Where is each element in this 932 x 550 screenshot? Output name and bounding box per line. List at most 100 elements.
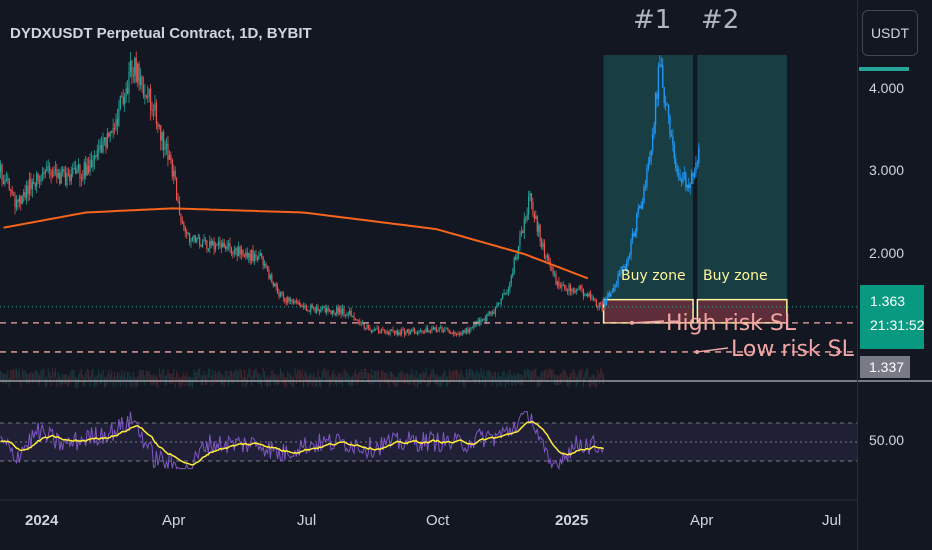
volume-bar xyxy=(131,377,133,388)
volume-bar xyxy=(109,374,111,385)
candle-body xyxy=(248,253,250,258)
candle-body xyxy=(587,293,589,297)
volume-bar xyxy=(232,373,234,384)
volume-bar xyxy=(7,369,9,380)
volume-bar xyxy=(116,371,118,382)
candle-body xyxy=(364,327,367,329)
volume-bar xyxy=(405,373,407,384)
volume-bar xyxy=(464,377,466,388)
candle-body xyxy=(139,76,142,85)
volume-bar xyxy=(554,374,556,385)
volume-bar xyxy=(526,368,528,379)
volume-bar xyxy=(27,373,29,384)
volume-bar xyxy=(486,371,488,382)
volume-bar xyxy=(111,370,113,381)
candle-body xyxy=(38,180,41,182)
candle-body xyxy=(99,145,101,149)
volume-bar xyxy=(591,374,593,385)
volume-bar xyxy=(399,372,401,383)
volume-bar xyxy=(370,369,372,380)
candle-body xyxy=(148,88,150,97)
candle-body xyxy=(129,60,132,72)
chart-title: DYDXUSDT Perpetual Contract, 1D, BYBIT xyxy=(10,25,312,42)
candle-body xyxy=(240,249,243,255)
candle-body xyxy=(118,108,120,126)
volume-bar xyxy=(85,372,87,383)
candle-body xyxy=(137,63,139,82)
candle-body xyxy=(73,168,75,170)
projection-body xyxy=(698,147,700,164)
candle-body xyxy=(187,232,189,234)
candle-body xyxy=(174,170,176,179)
volume-bar xyxy=(417,377,419,388)
candle-body xyxy=(0,164,2,172)
projection-body xyxy=(677,172,680,175)
candle-body xyxy=(203,239,205,242)
volume-bar xyxy=(31,372,33,383)
candle-body xyxy=(478,319,481,325)
projection-body xyxy=(618,273,621,275)
candle-body xyxy=(382,328,384,331)
candle-body xyxy=(402,329,404,331)
candle-body xyxy=(80,177,82,179)
candle-body xyxy=(142,85,145,96)
candle-body xyxy=(565,287,567,290)
candle-body xyxy=(60,171,62,184)
candle-body xyxy=(150,88,152,111)
volume-bar xyxy=(561,372,563,383)
candle-body xyxy=(115,119,117,130)
candle-body xyxy=(588,293,590,297)
candle-body xyxy=(444,328,446,332)
candle-body xyxy=(69,175,71,182)
currency-button[interactable]: USDT xyxy=(862,10,918,56)
candle-body xyxy=(376,327,378,329)
candle-body xyxy=(83,162,85,178)
candle-body xyxy=(128,71,130,94)
volume-bar xyxy=(213,374,215,385)
candle-body xyxy=(450,332,452,334)
volume-bar xyxy=(90,370,92,381)
volume-bar xyxy=(528,369,530,380)
candle-body xyxy=(556,281,559,285)
volume-bar xyxy=(39,375,41,386)
volume-bar xyxy=(411,369,413,380)
candle-body xyxy=(484,318,486,322)
volume-bar xyxy=(281,372,283,383)
volume-bar xyxy=(316,376,318,387)
volume-bar xyxy=(473,372,475,383)
volume-bar xyxy=(588,377,590,388)
candle-body xyxy=(577,289,579,291)
volume-bar xyxy=(239,368,241,379)
volume-bar xyxy=(82,374,84,385)
volume-bar xyxy=(520,374,522,385)
volume-bar xyxy=(533,370,535,381)
candle-body xyxy=(295,300,297,302)
candle-body xyxy=(233,250,235,254)
volume-bar xyxy=(72,369,74,380)
volume-bar xyxy=(134,376,136,387)
projection-body xyxy=(641,202,644,209)
volume-bar xyxy=(193,369,195,380)
projection-body xyxy=(685,172,687,188)
volume-bar xyxy=(564,369,566,380)
volume-bar xyxy=(145,370,147,381)
volume-bar xyxy=(530,371,532,382)
candle-body xyxy=(372,330,374,333)
projection-body xyxy=(659,64,661,67)
volume-bar xyxy=(415,370,417,381)
volume-bar xyxy=(147,371,149,382)
volume-bar xyxy=(75,377,77,388)
candle-body xyxy=(415,332,417,334)
volume-bar xyxy=(584,372,586,383)
candle-body xyxy=(445,327,447,329)
volume-bar xyxy=(297,369,299,380)
candle-body xyxy=(41,172,44,176)
candle-body xyxy=(30,178,32,190)
volume-bar xyxy=(340,372,342,383)
candle-body xyxy=(490,312,492,314)
candle-body xyxy=(276,287,279,293)
candle-body xyxy=(225,246,227,249)
time-tick-label: Jul xyxy=(822,512,842,529)
candle-body xyxy=(419,330,422,332)
volume-bar xyxy=(150,374,152,385)
